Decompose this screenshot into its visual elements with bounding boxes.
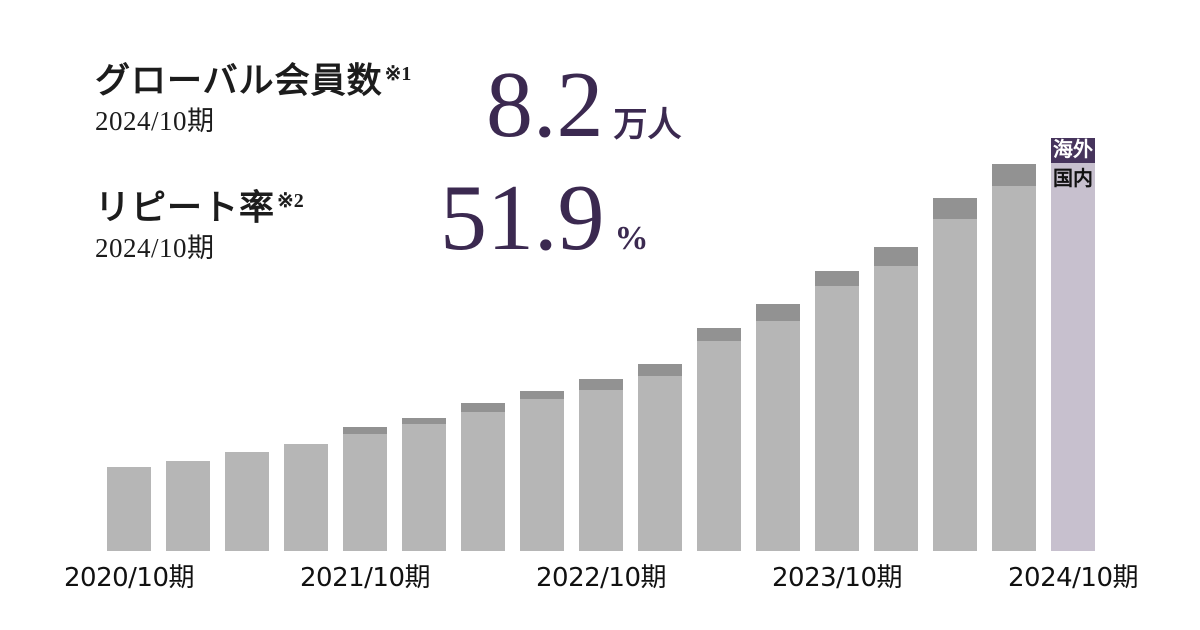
- bar: [520, 391, 564, 551]
- global-members-number: 8.2: [486, 53, 604, 157]
- overseas-segment: [697, 328, 741, 342]
- domestic-segment: [874, 266, 918, 551]
- global-members-label-text: グローバル会員数: [95, 61, 383, 101]
- footnote-ref-2: ※2: [277, 190, 304, 212]
- domestic-segment: [343, 434, 387, 551]
- bar: [343, 427, 387, 551]
- domestic-segment: [461, 412, 505, 551]
- bar: [402, 417, 446, 551]
- bar: [992, 163, 1036, 551]
- repeat-rate-unit: %: [614, 220, 649, 257]
- bar: [697, 328, 741, 551]
- repeat-rate-value: 51.9 %: [440, 171, 649, 265]
- bar: [638, 363, 682, 551]
- global-members-period: 2024/10期: [95, 105, 215, 136]
- repeat-rate-number: 51.9: [440, 166, 605, 270]
- global-members-value: 8.2 万人: [486, 58, 682, 152]
- domestic-segment: [166, 460, 210, 551]
- overseas-segment: [461, 403, 505, 413]
- repeat-rate-stat: リピート率 ※2 2024/10期: [95, 181, 304, 263]
- domestic-segment: [579, 390, 623, 551]
- domestic-segment: [815, 285, 859, 551]
- domestic-segment: [933, 218, 977, 551]
- repeat-rate-label: リピート率 ※2: [95, 181, 304, 229]
- bar: [225, 452, 269, 551]
- bar: [815, 270, 859, 551]
- x-axis-label: 2022/10期: [535, 563, 667, 593]
- domestic-segment: 国内: [1051, 162, 1095, 551]
- x-axis-label: 2020/10期: [63, 563, 195, 593]
- domestic-segment: [520, 399, 564, 551]
- x-axis-label: 2021/10期: [299, 563, 431, 593]
- x-axis-label: 2023/10期: [771, 563, 903, 593]
- repeat-rate-label-text: リピート率: [95, 188, 276, 228]
- bar: [756, 303, 800, 551]
- overseas-segment: [343, 427, 387, 435]
- bar: [107, 466, 151, 551]
- bar: [874, 247, 918, 551]
- legend-domestic-label: 国内: [1053, 167, 1093, 190]
- overseas-segment: [815, 270, 859, 286]
- x-axis-label: 2024/10期: [1007, 563, 1139, 593]
- legend-overseas-label: 海外: [1053, 138, 1093, 161]
- domestic-segment: [107, 466, 151, 551]
- bar: [461, 403, 505, 551]
- domestic-segment: [284, 443, 328, 551]
- overseas-segment: [874, 247, 918, 267]
- overseas-segment: [638, 363, 682, 376]
- bar-chart: 海外 国内: [107, 137, 1095, 551]
- repeat-rate-period: 2024/10期: [95, 232, 215, 263]
- bar: [166, 460, 210, 551]
- x-axis: 2020/10期 2021/10期 2022/10期 2023/10期 2024/10期: [0, 563, 1200, 603]
- overseas-segment: [756, 303, 800, 321]
- overseas-segment: [992, 163, 1036, 187]
- domestic-segment: [756, 320, 800, 551]
- overseas-segment: 海外: [1051, 137, 1095, 163]
- overseas-segment: [933, 197, 977, 219]
- domestic-segment: [402, 424, 446, 551]
- bar-highlighted: 海外 国内: [1051, 137, 1095, 551]
- footnote-ref-1: ※1: [384, 63, 412, 85]
- domestic-segment: [992, 186, 1036, 551]
- domestic-segment: [697, 341, 741, 551]
- bar: [579, 379, 623, 551]
- overseas-segment: [520, 391, 564, 400]
- overseas-segment: [402, 417, 446, 424]
- domestic-segment: [225, 452, 269, 551]
- overseas-segment: [579, 379, 623, 391]
- bar: [933, 197, 977, 551]
- domestic-segment: [638, 375, 682, 551]
- bar: [284, 443, 328, 551]
- global-members-stat: グローバル会員数 ※1 2024/10期: [95, 54, 411, 136]
- global-members-label: グローバル会員数 ※1: [95, 54, 411, 102]
- global-members-unit: 万人: [613, 107, 682, 144]
